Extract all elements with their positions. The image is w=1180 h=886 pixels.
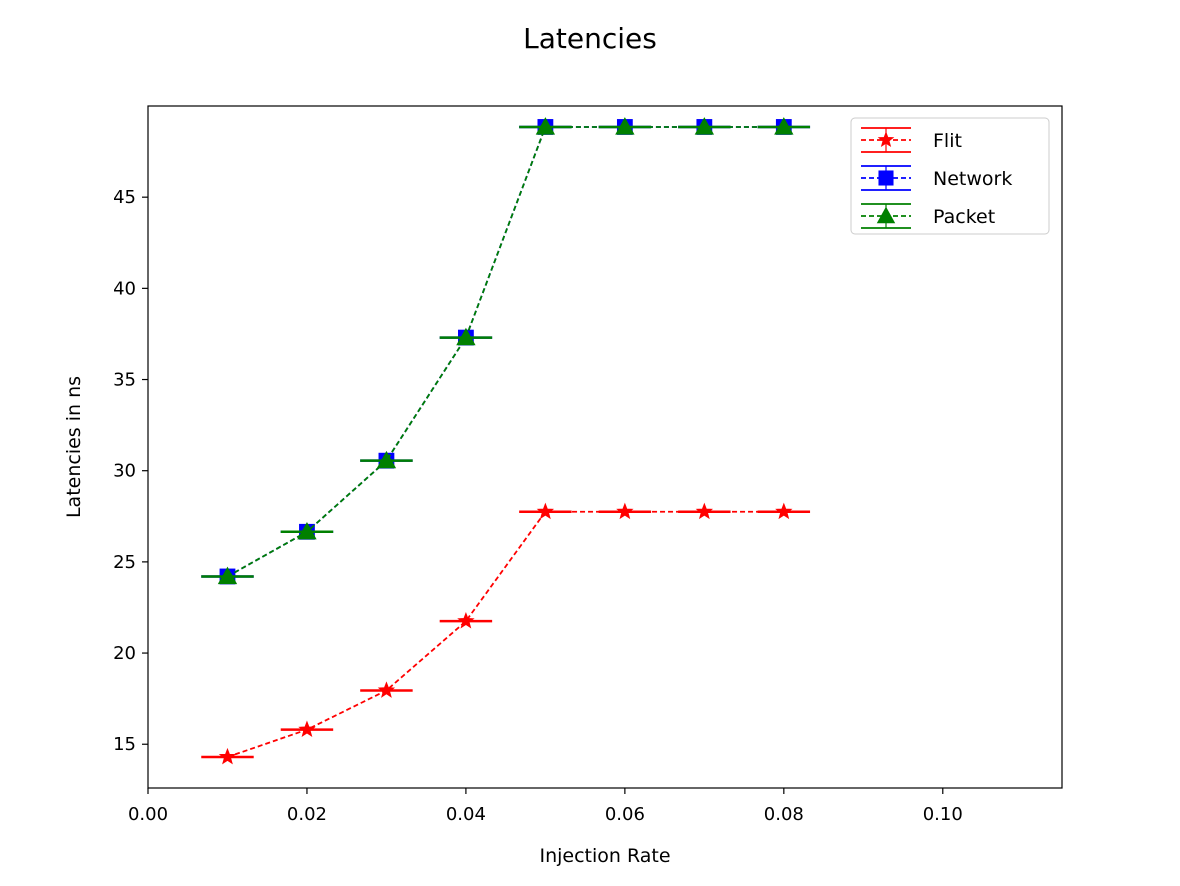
y-tick-label: 30 [113, 461, 136, 482]
packet-point [376, 450, 397, 469]
flit-series [201, 502, 811, 765]
packet-point [297, 521, 317, 540]
flit-point [457, 612, 475, 629]
legend: Flit Network Packet [850, 117, 1050, 235]
x-axis: 0.00 0.02 0.04 0.06 0.08 0.10 [128, 788, 963, 825]
packet-series [201, 117, 811, 585]
y-tick-label: 40 [113, 278, 136, 299]
chart-title: Latencies [523, 22, 657, 55]
x-tick-label: 0.06 [605, 804, 645, 825]
packet-point [535, 117, 556, 135]
y-tick-label: 25 [113, 552, 136, 573]
packet-point [615, 117, 635, 135]
legend-label-flit: Flit [933, 130, 962, 152]
legend-label-network: Network [933, 168, 1012, 190]
packet-point [456, 327, 476, 346]
x-tick-label: 0.10 [923, 804, 963, 825]
packet-point [217, 566, 238, 585]
flit-point [695, 502, 714, 520]
x-tick-label: 0.02 [287, 804, 327, 825]
plot-frame [147, 105, 1063, 789]
legend-marker-flit [877, 131, 895, 148]
y-axis-label: Latencies in ns [63, 376, 85, 518]
flit-point [775, 502, 793, 520]
y-tick-label: 15 [113, 734, 136, 755]
flit-point [218, 747, 237, 765]
x-tick-label: 0.08 [764, 804, 804, 825]
legend-marker-packet [876, 206, 896, 224]
packet-point [774, 117, 794, 135]
plot-area [201, 117, 811, 765]
flit-point [616, 502, 634, 520]
flit-point [298, 720, 316, 738]
x-tick-label: 0.04 [446, 804, 486, 825]
legend-marker-network [878, 170, 894, 186]
packet-point [694, 117, 715, 135]
flit-point [377, 681, 396, 698]
legend-box [850, 117, 1050, 235]
y-tick-label: 35 [113, 370, 136, 391]
x-tick-label: 0.00 [128, 804, 168, 825]
flit-line [227, 510, 784, 758]
flit-point [536, 502, 555, 520]
y-tick-label: 20 [113, 643, 136, 664]
y-axis: 15 20 25 30 35 40 45 [113, 187, 148, 755]
y-tick-label: 45 [113, 187, 136, 208]
legend-label-packet: Packet [933, 206, 995, 228]
x-axis-label: Injection Rate [539, 845, 670, 867]
